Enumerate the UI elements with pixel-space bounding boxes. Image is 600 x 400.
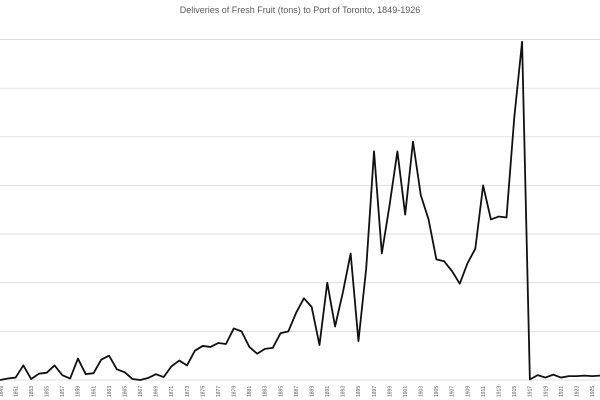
x-tick-label: 1921 — [559, 386, 565, 397]
x-tick-label: 1873 — [185, 386, 191, 397]
x-tick-label: 1863 — [107, 386, 113, 397]
x-tick-label: 1903 — [419, 386, 425, 397]
x-tick-label: 1889 — [309, 386, 315, 397]
x-tick-label: 1899 — [387, 386, 393, 397]
x-tick-label: 1891 — [325, 386, 331, 397]
x-tick-label: 1911 — [481, 386, 487, 397]
x-tick-label: 1923 — [574, 386, 580, 397]
gridlines — [0, 39, 600, 381]
x-tick-label: 1897 — [372, 386, 378, 397]
series-group — [0, 40, 600, 381]
x-tick-label: 1857 — [60, 386, 66, 397]
x-tick-label: 1901 — [403, 386, 409, 397]
x-tick-label: 1853 — [29, 386, 35, 397]
x-tick-label: 1871 — [169, 386, 175, 397]
x-tick-label: 1925 — [590, 386, 596, 397]
x-tick-label: 1851 — [13, 386, 19, 397]
x-axis-tick-labels: 1849 1851 1853 1855 1857 1859 1861 1863 1865 1867… — [0, 386, 596, 397]
x-tick-label: 1849 — [0, 386, 5, 397]
x-tick-label: 1895 — [356, 386, 362, 397]
x-tick-label: 1867 — [138, 386, 144, 397]
x-tick-label: 1917 — [528, 386, 534, 397]
x-tick-label: 1861 — [91, 386, 97, 397]
x-tick-label: 1913 — [497, 386, 503, 397]
x-tick-label: 1905 — [434, 386, 440, 397]
chart-title: Deliveries of Fresh Fruit (tons) to Port… — [180, 5, 420, 15]
x-tick-label: 1881 — [247, 386, 253, 397]
x-tick-label: 1875 — [200, 386, 206, 397]
x-tick-label: 1907 — [450, 386, 456, 397]
x-tick-label: 1883 — [263, 386, 269, 397]
x-tick-label: 1887 — [294, 386, 300, 397]
x-tick-label: 1859 — [76, 386, 82, 397]
x-tick-label: 1893 — [341, 386, 347, 397]
x-tick-label: 1915 — [512, 386, 518, 397]
x-tick-label: 1909 — [465, 386, 471, 397]
x-tick-label: 1877 — [216, 386, 222, 397]
series-line-0 — [0, 40, 600, 381]
x-tick-label: 1919 — [543, 386, 549, 397]
x-tick-label: 1865 — [122, 386, 128, 397]
x-tick-label: 1885 — [278, 386, 284, 397]
x-tick-label: 1869 — [154, 386, 160, 397]
x-tick-label: 1879 — [232, 386, 238, 397]
x-tick-label: 1855 — [45, 386, 51, 397]
